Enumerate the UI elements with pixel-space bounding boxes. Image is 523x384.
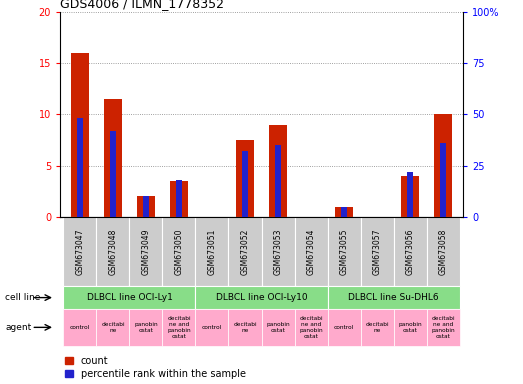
Text: panobin
ostat: panobin ostat — [134, 322, 158, 333]
Bar — [262, 217, 294, 286]
Bar — [327, 309, 360, 346]
Text: decitabi
ne: decitabi ne — [233, 322, 257, 333]
Text: cell line: cell line — [5, 293, 41, 302]
Text: decitabi
ne: decitabi ne — [365, 322, 389, 333]
Bar — [341, 207, 347, 217]
Bar — [407, 172, 413, 217]
Bar — [427, 309, 460, 346]
Bar — [163, 217, 196, 286]
Bar — [335, 207, 353, 217]
Bar — [104, 99, 122, 217]
Bar — [440, 143, 446, 217]
Bar — [236, 140, 254, 217]
Text: GSM673047: GSM673047 — [75, 228, 84, 275]
Legend: count, percentile rank within the sample: count, percentile rank within the sample — [65, 356, 246, 379]
Bar — [242, 151, 248, 217]
Bar — [360, 217, 393, 286]
Bar — [269, 124, 287, 217]
Bar — [401, 176, 419, 217]
Bar — [393, 217, 427, 286]
Text: DLBCL line OCI-Ly10: DLBCL line OCI-Ly10 — [215, 293, 308, 302]
Bar — [176, 180, 182, 217]
Bar — [96, 309, 130, 346]
Bar — [327, 217, 360, 286]
Bar — [262, 309, 294, 346]
Bar — [294, 309, 327, 346]
Bar — [327, 286, 460, 309]
Text: GSM673058: GSM673058 — [439, 228, 448, 275]
Bar — [71, 53, 89, 217]
Bar — [63, 286, 196, 309]
Bar — [143, 197, 149, 217]
Bar — [229, 309, 262, 346]
Text: GSM673050: GSM673050 — [175, 228, 184, 275]
Text: GDS4006 / ILMN_1778352: GDS4006 / ILMN_1778352 — [60, 0, 224, 10]
Text: GSM673052: GSM673052 — [241, 228, 249, 275]
Text: DLBCL line Su-DHL6: DLBCL line Su-DHL6 — [348, 293, 439, 302]
Bar — [360, 309, 393, 346]
Bar — [63, 309, 96, 346]
Bar — [196, 286, 327, 309]
Bar — [196, 217, 229, 286]
Text: decitabi
ne: decitabi ne — [101, 322, 125, 333]
Text: GSM673048: GSM673048 — [108, 228, 118, 275]
Bar — [63, 217, 96, 286]
Text: control: control — [202, 325, 222, 330]
Bar — [275, 145, 281, 217]
Bar — [137, 197, 155, 217]
Bar — [170, 181, 188, 217]
Bar — [434, 114, 452, 217]
Bar — [96, 217, 130, 286]
Bar — [294, 217, 327, 286]
Text: GSM673054: GSM673054 — [306, 228, 315, 275]
Text: decitabi
ne and
panobin
ostat: decitabi ne and panobin ostat — [431, 316, 455, 339]
Bar — [393, 309, 427, 346]
Bar — [130, 309, 163, 346]
Text: GSM673055: GSM673055 — [339, 228, 348, 275]
Bar — [110, 131, 116, 217]
Bar — [77, 118, 83, 217]
Bar — [427, 217, 460, 286]
Text: decitabi
ne and
panobin
ostat: decitabi ne and panobin ostat — [167, 316, 191, 339]
Text: GSM673057: GSM673057 — [372, 228, 382, 275]
Text: GSM673056: GSM673056 — [405, 228, 415, 275]
Text: decitabi
ne and
panobin
ostat: decitabi ne and panobin ostat — [299, 316, 323, 339]
Text: panobin
ostat: panobin ostat — [266, 322, 290, 333]
Text: GSM673051: GSM673051 — [208, 228, 217, 275]
Text: GSM673053: GSM673053 — [274, 228, 282, 275]
Text: DLBCL line OCI-Ly1: DLBCL line OCI-Ly1 — [86, 293, 173, 302]
Bar — [163, 309, 196, 346]
Text: control: control — [334, 325, 354, 330]
Text: panobin
ostat: panobin ostat — [398, 322, 422, 333]
Text: agent: agent — [5, 323, 31, 332]
Bar — [229, 217, 262, 286]
Bar — [196, 309, 229, 346]
Text: GSM673049: GSM673049 — [141, 228, 151, 275]
Bar — [130, 217, 163, 286]
Text: control: control — [70, 325, 90, 330]
